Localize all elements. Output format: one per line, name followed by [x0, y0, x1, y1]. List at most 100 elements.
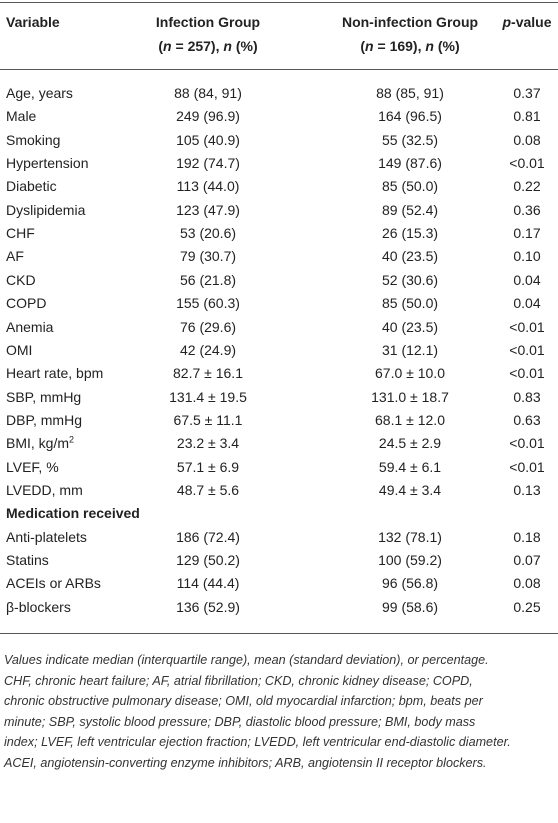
data-cell: 0.36: [513, 201, 541, 218]
data-cell: 88 (84, 91): [174, 85, 242, 101]
data-cell: 0.22: [513, 178, 541, 195]
data-cell: 123 (47.9): [176, 201, 240, 218]
text-part: Dyslipidemia: [6, 201, 86, 218]
data-cell: 0.04: [513, 271, 541, 288]
data-cell: 67.5 ± 11.1: [173, 411, 243, 428]
data-cell: 0.81: [513, 108, 541, 125]
data-cell: 149 (87.6): [378, 155, 442, 172]
text-part: Anti-platelets: [6, 528, 87, 545]
text-part: OMI: [6, 341, 33, 358]
text-part: DBP, mmHg: [6, 411, 82, 428]
data-cell: 79 (30.7): [179, 248, 237, 265]
data-cell: 68.1 ± 12.0: [375, 411, 445, 428]
text-part: Anemia: [6, 318, 54, 335]
data-cell: 0.13: [513, 481, 541, 498]
data-cell: 49.4 ± 3.4: [378, 481, 442, 498]
data-cell: 85 (50.0): [381, 295, 439, 312]
data-cell: 40 (23.5): [381, 318, 439, 335]
text-part: (%): [433, 38, 460, 54]
section-label: Medication received: [6, 504, 140, 522]
footnote-line: index; LVEF, left ventricular ejection f…: [4, 735, 511, 749]
text-part: Medication received: [6, 505, 140, 522]
data-cell: 186 (72.4): [176, 528, 240, 545]
header-cell: Variable: [6, 13, 60, 31]
header-cell: (n = 169), n (%): [360, 37, 459, 55]
text-part: LVEDD, mm: [6, 481, 83, 498]
data-cell: 76 (29.6): [179, 318, 237, 335]
data-cell: 114 (44.4): [176, 575, 240, 592]
data-cell: 132 (78.1): [378, 528, 442, 545]
footnote-line: Values indicate median (interquartile ra…: [4, 653, 489, 667]
row-label: LVEF, %: [6, 458, 59, 476]
text-part: β-blockers: [6, 598, 71, 615]
data-cell: <0.01: [509, 458, 545, 475]
data-cell: 88 (85, 91): [376, 85, 444, 101]
text-part: n: [365, 38, 374, 54]
data-cell: 96 (56.8): [381, 575, 439, 592]
text-part: Statins: [6, 552, 49, 568]
row-label: ACEIs or ARBs: [6, 574, 101, 592]
row-label: β-blockers: [6, 598, 71, 616]
text-part: LVEF, %: [6, 458, 59, 475]
row-label: Anti-platelets: [6, 528, 87, 546]
data-cell: 42 (24.9): [179, 341, 237, 358]
data-cell: 0.10: [513, 248, 541, 265]
data-cell: 0.08: [513, 131, 541, 148]
header-cell: (n = 257), n (%): [158, 37, 257, 55]
row-label: AF: [6, 247, 24, 265]
data-cell: 99 (58.6): [381, 598, 439, 615]
data-cell: 23.2 ± 3.4: [176, 435, 240, 452]
data-cell: <0.01: [509, 155, 545, 172]
row-label: Statins: [6, 551, 49, 569]
header-cell: Non-infection Group: [342, 13, 478, 31]
data-cell: 113 (44.0): [176, 178, 240, 195]
data-cell: 53 (20.6): [179, 225, 237, 242]
data-cell: 31 (12.1): [381, 341, 439, 358]
data-cell: <0.01: [509, 435, 545, 452]
data-cell: 57.1 ± 6.9: [176, 458, 240, 475]
row-label: BMI, kg/m2: [6, 434, 74, 452]
data-cell: <0.01: [509, 365, 545, 382]
row-label: Hypertension: [6, 154, 89, 172]
data-cell: 131.4 ± 19.5: [169, 388, 247, 405]
data-cell: 0.07: [513, 552, 541, 568]
data-cell: 89 (52.4): [381, 201, 439, 218]
row-label: Diabetic: [6, 177, 57, 195]
text-part: BMI, kg/m: [6, 435, 70, 452]
text-part: Smoking: [6, 131, 61, 148]
data-cell: 136 (52.9): [176, 598, 240, 615]
text-part: ACEIs or ARBs: [6, 575, 101, 592]
data-cell: <0.01: [509, 341, 545, 358]
row-label: Age, years: [6, 84, 73, 102]
text-part: COPD: [6, 295, 47, 312]
text-part: p: [502, 14, 512, 30]
data-cell: 55 (32.5): [381, 131, 439, 148]
data-cell: 67.0 ± 10.0: [375, 365, 445, 382]
header-rule: [0, 69, 558, 70]
data-cell: 56 (21.8): [179, 271, 237, 288]
text-part: Variable: [6, 14, 60, 30]
data-cell: 0.08: [513, 575, 541, 592]
text-part: -value: [511, 14, 552, 30]
data-cell: 85 (50.0): [381, 178, 439, 195]
text-part: n: [425, 38, 434, 54]
text-part: Infection Group: [155, 14, 261, 30]
footnote-line: ACEI, angiotensin-converting enzyme inhi…: [4, 755, 487, 770]
row-label: Anemia: [6, 318, 53, 336]
row-label: SBP, mmHg: [6, 388, 81, 406]
data-cell: 26 (15.3): [381, 225, 439, 242]
data-cell: 0.83: [513, 388, 541, 405]
data-cell: 155 (60.3): [176, 295, 240, 312]
footnote-line: CHF, chronic heart failure; AF, atrial f…: [4, 673, 473, 688]
text-part: Heart rate, bpm: [6, 365, 104, 382]
text-part: (: [158, 38, 164, 54]
data-cell: 48.7 ± 5.6: [176, 481, 240, 498]
text-part: CKD: [6, 271, 36, 288]
top-rule: [0, 2, 558, 3]
row-label: Male: [6, 107, 36, 125]
data-cell: 249 (96.9): [176, 108, 240, 125]
row-label: COPD: [6, 294, 46, 312]
text-part: Hypertension: [6, 155, 89, 172]
footnote-line: chronic obstructive pulmonary disease; O…: [4, 694, 483, 708]
footnote-line: minute; SBP, systolic blood pressure; DB…: [4, 714, 476, 729]
